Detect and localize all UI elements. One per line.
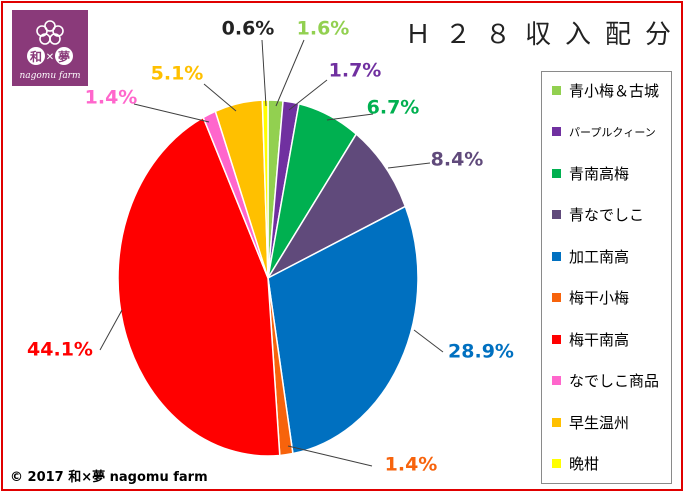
data-label: 1.4% bbox=[385, 454, 438, 476]
pie-slice bbox=[267, 205, 419, 455]
pie-data-labels: 1.6% 1.7% 6.7% 8.4% 28.9% 1.4% 44.1% 1.4% 5.1% 0.… bbox=[27, 18, 514, 476]
data-label: 0.6% bbox=[222, 18, 275, 40]
leader-line bbox=[133, 103, 210, 123]
legend-label: 青南高梅 bbox=[569, 164, 630, 183]
nagomu-farm-logo: 和 ✕ 夢 nagomu farm bbox=[12, 10, 88, 86]
leader-line bbox=[203, 83, 237, 112]
legend-item: 早生温州 bbox=[552, 412, 629, 432]
leader-line bbox=[287, 445, 373, 467]
data-label: 8.4% bbox=[431, 149, 484, 171]
legend-swatch bbox=[552, 168, 561, 178]
leader-line bbox=[326, 113, 374, 121]
legend-swatch bbox=[552, 334, 561, 344]
leader-line bbox=[288, 79, 328, 111]
legend-label: 梅干南高 bbox=[569, 330, 630, 349]
logo-text: nagomu farm bbox=[19, 71, 80, 81]
pie-slices bbox=[117, 99, 419, 457]
chart-legend: 青小梅＆古城パープルクィーン青南高梅青なでしこ加工南高梅干小梅梅干南高なでしこ商… bbox=[541, 71, 672, 484]
legend-swatch bbox=[552, 210, 561, 219]
data-label: 1.4% bbox=[85, 87, 138, 109]
leader-line bbox=[275, 39, 305, 107]
legend-label: 青なでしこ bbox=[569, 206, 645, 224]
legend-item: 晩柑 bbox=[552, 454, 599, 474]
data-label: 1.6% bbox=[297, 18, 350, 40]
data-label: 44.1% bbox=[27, 339, 93, 361]
legend-swatch bbox=[552, 85, 561, 95]
legend-item: パープルクィーン bbox=[552, 122, 656, 142]
pie-slice bbox=[117, 116, 281, 457]
legend-item: なでしこ商品 bbox=[552, 371, 659, 391]
legend-item: 青小梅＆古城 bbox=[552, 80, 659, 100]
legend-swatch bbox=[552, 127, 561, 136]
logo-char-wa: 和 bbox=[29, 49, 42, 64]
plum-flower-icon bbox=[36, 20, 64, 45]
legend-item: 青南高梅 bbox=[552, 163, 629, 183]
legend-label: なでしこ商品 bbox=[569, 372, 660, 390]
legend-swatch bbox=[552, 293, 561, 302]
legend-label: パープルクィーン bbox=[569, 125, 656, 139]
leader-line bbox=[387, 162, 431, 169]
pie-leader-lines bbox=[99, 39, 444, 467]
legend-swatch bbox=[552, 417, 561, 427]
logo-background bbox=[12, 10, 88, 86]
leader-line bbox=[99, 309, 123, 351]
legend-label: 加工南高 bbox=[569, 247, 630, 266]
chart-title: Ｈ２８収入配分 bbox=[405, 20, 686, 50]
logo-char-yume: 夢 bbox=[58, 49, 70, 64]
data-label: 6.7% bbox=[367, 97, 420, 119]
leader-line bbox=[413, 329, 444, 353]
data-label: 5.1% bbox=[151, 63, 204, 85]
data-label: 1.7% bbox=[329, 60, 382, 82]
copyright-text: © 2017 和×夢 nagomu farm bbox=[10, 470, 208, 485]
legend-item: 梅干小梅 bbox=[552, 288, 629, 308]
legend-label: 梅干小梅 bbox=[569, 289, 630, 307]
legend-label: 青小梅＆古城 bbox=[569, 81, 660, 100]
legend-item: 加工南高 bbox=[552, 246, 629, 266]
legend-item: 青なでしこ bbox=[552, 205, 644, 225]
logo-circle-right bbox=[55, 47, 73, 65]
legend-label: 晩柑 bbox=[569, 455, 600, 473]
legend-swatch bbox=[552, 376, 561, 385]
pie-slice bbox=[265, 132, 407, 280]
leader-line bbox=[261, 39, 267, 107]
legend-item: 梅干南高 bbox=[552, 329, 629, 349]
logo-cross-icon: ✕ bbox=[46, 52, 54, 63]
legend-swatch bbox=[552, 251, 561, 261]
data-label: 28.9% bbox=[448, 341, 514, 363]
logo-circle-left bbox=[27, 47, 45, 65]
legend-swatch bbox=[552, 459, 561, 468]
legend-label: 早生温州 bbox=[569, 413, 630, 432]
